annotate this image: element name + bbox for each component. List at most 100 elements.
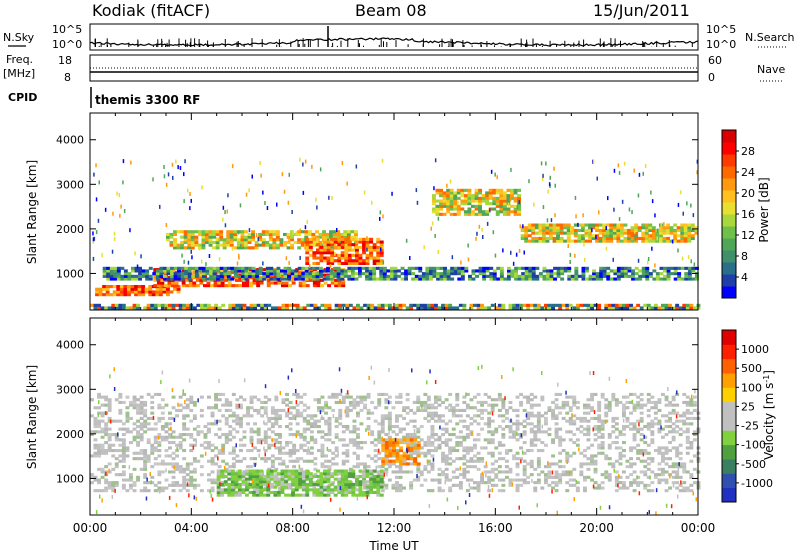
velocity-cell (146, 441, 151, 445)
power-cell (229, 232, 234, 236)
velocity-cell (309, 459, 314, 463)
power-cell (456, 210, 461, 214)
velocity-cell (114, 419, 119, 423)
power-cell (302, 281, 307, 285)
power-cell (307, 230, 312, 234)
power-cell (344, 259, 349, 263)
velocity-cell (501, 457, 506, 461)
power-cell (166, 293, 170, 297)
power-speck (167, 172, 170, 177)
velocity-cell (93, 475, 98, 479)
velocity-cell (469, 430, 474, 434)
power-cell (330, 261, 335, 265)
velocity-cell (345, 395, 350, 399)
power-cell (370, 306, 375, 310)
power-cell (492, 202, 497, 206)
power-cell (616, 226, 621, 230)
power-cell (280, 277, 284, 281)
power-cell (123, 274, 128, 278)
velocity-cell (320, 443, 325, 447)
velocity-cell (551, 441, 555, 445)
velocity-cell (416, 408, 421, 412)
velocity-cell (196, 483, 201, 487)
velocity-cell (348, 403, 353, 407)
velocity-cell (175, 465, 179, 469)
velocity-cell (593, 459, 598, 463)
velocity-cell (426, 451, 431, 455)
power-cell (469, 306, 474, 310)
power-cell (138, 277, 142, 281)
power-cell (389, 274, 394, 278)
power-cell (376, 256, 381, 260)
velocity-cell (160, 425, 165, 429)
power-cell (492, 188, 497, 192)
power-speck (634, 236, 636, 241)
power-cell (121, 303, 126, 307)
velocity-cell (189, 475, 194, 479)
power-cell (324, 306, 328, 310)
power-speck (181, 253, 183, 258)
power-cell (102, 272, 107, 276)
power-cell (637, 226, 642, 230)
power-cell (446, 199, 451, 203)
power-speck (380, 247, 382, 252)
velocity-cell (143, 430, 148, 434)
power-cell (549, 269, 554, 273)
power-speck (647, 257, 650, 261)
power-cell (613, 269, 618, 273)
velocity-cell (685, 435, 690, 439)
power-cell (492, 269, 497, 273)
power-cell (284, 284, 289, 288)
velocity-cell (483, 392, 488, 396)
velocity-cell (260, 406, 265, 410)
power-cell (203, 303, 208, 307)
power-cell (648, 223, 653, 227)
velocity-cell (129, 430, 133, 434)
velocity-cell (90, 414, 94, 418)
velocity-cell (604, 414, 609, 418)
velocity-cell (395, 483, 399, 487)
power-cell (347, 240, 352, 244)
velocity-cell (249, 400, 254, 404)
power-cell (319, 274, 323, 278)
velocity-cell (114, 457, 119, 461)
power-cell (387, 303, 392, 307)
power-cell (495, 196, 500, 200)
power-cell (127, 293, 131, 297)
velocity-cell (451, 446, 456, 450)
power-cell (432, 196, 436, 200)
power-cell (355, 259, 359, 263)
velocity-cell (568, 473, 573, 477)
velocity-cell (536, 457, 541, 461)
power-cell (203, 284, 207, 288)
velocity-cell (377, 403, 382, 407)
power-cell (100, 306, 105, 310)
power-cell (279, 243, 284, 247)
velocity-cell (639, 433, 644, 437)
power-cell (463, 196, 468, 200)
power-cell (456, 191, 461, 195)
power-cell (453, 269, 458, 273)
velocity-cell (331, 441, 336, 445)
power-cell (333, 259, 338, 263)
power-cell (351, 243, 356, 247)
velocity-cell (462, 457, 467, 461)
velocity-cell (214, 398, 218, 402)
power-cell (669, 228, 674, 232)
velocity-cell (505, 425, 509, 429)
power-speck (302, 162, 304, 167)
velocity-cell (650, 433, 655, 437)
velocity-cell (409, 433, 414, 437)
velocity-cell (160, 411, 165, 415)
power-cell (577, 234, 582, 238)
power-cell (556, 236, 560, 240)
power-cell (552, 226, 557, 230)
power-speck (311, 164, 313, 169)
power-cell (354, 232, 358, 236)
velocity-cell (675, 403, 680, 407)
velocity-cell (363, 470, 367, 474)
velocity-cell (274, 398, 279, 402)
power-cell (170, 269, 174, 273)
velocity-cell (622, 481, 626, 485)
velocity-cell (437, 486, 442, 490)
